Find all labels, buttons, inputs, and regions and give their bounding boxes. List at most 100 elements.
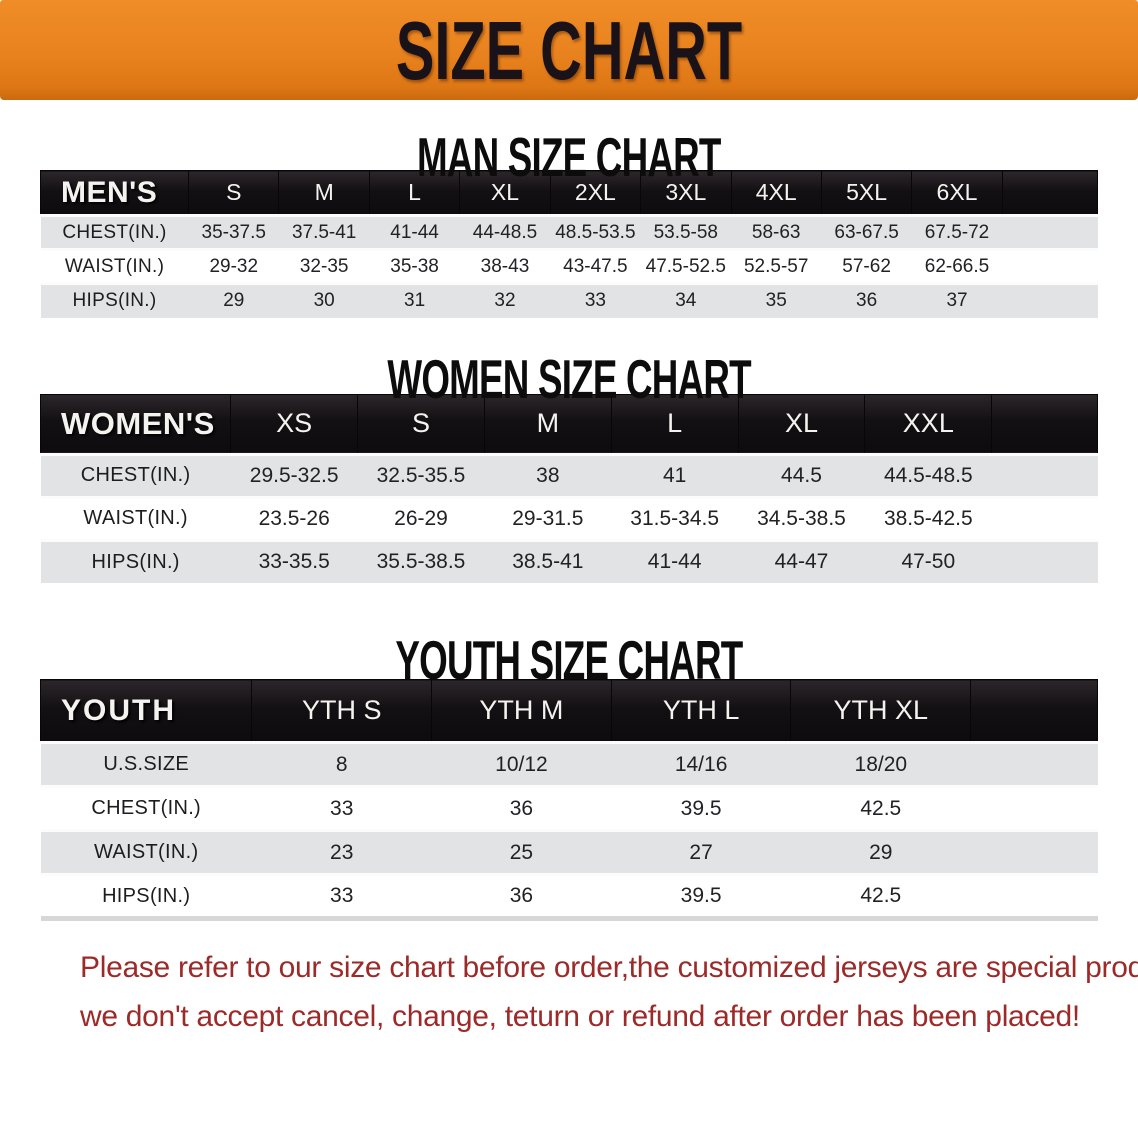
size-column-header: 6XL	[911, 170, 1003, 216]
men-size-table: MEN'S S M L XL 2XL 3XL 4XL 5XL 6XL CHEST(IN.) 35-37…	[39, 170, 1099, 318]
spacer-cell	[1002, 282, 1098, 318]
size-column-header: S	[357, 393, 485, 455]
men-chart-heading: MAN SIZE CHART	[417, 126, 721, 188]
size-value-cell: 35-38	[369, 248, 460, 284]
size-column-header: M	[278, 170, 370, 216]
size-column-header: XXL	[864, 393, 993, 455]
size-column-header: L	[610, 393, 739, 455]
table-row: WAIST(IN.) 23 25 27 29	[40, 829, 1098, 875]
size-value-cell: 38.5-41	[484, 538, 612, 583]
size-value-cell: 58-63	[731, 214, 822, 250]
size-value-cell: 44-47	[738, 538, 865, 583]
size-value-cell: 30	[278, 282, 370, 318]
disclaimer-line-2: we don't accept cancel, change, teturn o…	[80, 1000, 1080, 1033]
size-value-cell: 47.5-52.5	[640, 248, 731, 284]
women-section: WOMEN SIZE CHART WOMEN'S XS S M L XL XXL CHEST(…	[39, 318, 1098, 583]
size-value-cell: 32-35	[278, 248, 370, 284]
table-row: HIPS(IN.) 33 36 39.5 42.5	[40, 873, 1098, 919]
size-column-header: M	[483, 393, 612, 455]
size-chart-banner: SIZE CHART	[0, 0, 1138, 100]
size-value-cell: 41	[611, 452, 739, 497]
size-value-cell: 29	[790, 829, 971, 875]
row-label: WAIST(IN.)	[40, 248, 189, 284]
table-row: CHEST(IN.) 35-37.5 37.5-41 41-44 44-48.5 48.5…	[40, 214, 1098, 250]
size-value-cell: 14/16	[611, 741, 791, 787]
header-spacer-cell	[991, 393, 1098, 455]
header-spacer-cell	[970, 679, 1098, 743]
size-value-cell: 53.5-58	[640, 214, 731, 250]
size-value-cell: 39.5	[611, 785, 791, 831]
spacer-cell	[970, 829, 1098, 875]
size-value-cell: 67.5-72	[911, 214, 1003, 250]
row-label: CHEST(IN.)	[40, 214, 189, 250]
men-section: MAN SIZE CHART MEN'S S M L XL 2XL 3XL 4XL 5XL 6XL…	[39, 100, 1099, 318]
size-value-cell: 27	[611, 829, 791, 875]
size-column-header: S	[188, 170, 280, 216]
disclaimer-note: Please refer to our size chart before or…	[40, 921, 1138, 1041]
table-row: HIPS(IN.) 33-35.5 35.5-38.5 38.5-41 41-44 44-…	[40, 538, 1098, 583]
size-value-cell: 33	[550, 282, 641, 318]
size-value-cell: 8	[251, 741, 432, 787]
size-value-cell: 29-32	[188, 248, 279, 284]
size-value-cell: 38	[484, 452, 612, 497]
row-label: HIPS(IN.)	[40, 873, 252, 919]
size-value-cell: 35.5-38.5	[357, 538, 485, 583]
spacer-cell	[970, 785, 1098, 831]
size-value-cell: 38-43	[459, 248, 551, 284]
table-header-row: MEN'S S M L XL 2XL 3XL 4XL 5XL 6XL	[39, 170, 1099, 216]
table-row: U.S.SIZE 8 10/12 14/16 18/20	[40, 741, 1098, 787]
row-label: HIPS(IN.)	[40, 538, 231, 583]
size-value-cell: 41-44	[369, 214, 460, 250]
size-column-header: YTH L	[610, 679, 792, 743]
size-value-cell: 18/20	[790, 741, 971, 787]
spacer-cell	[991, 452, 1098, 497]
size-value-cell: 33	[251, 785, 432, 831]
women-chart-heading: WOMEN SIZE CHART	[387, 347, 751, 410]
size-column-header: L	[368, 170, 461, 216]
size-column-header: YTH S	[251, 679, 433, 743]
youth-section: YOUTH SIZE CHART YOUTH YTH S YTH M YTH L YTH…	[39, 583, 1098, 921]
disclaimer-line-1: Please refer to our size chart before or…	[80, 951, 1138, 984]
size-value-cell: 29.5-32.5	[230, 452, 358, 497]
row-label: WAIST(IN.)	[40, 829, 252, 875]
size-value-cell: 31.5-34.5	[611, 495, 739, 540]
size-column-header: YTH M	[431, 679, 612, 743]
row-label: U.S.SIZE	[40, 741, 252, 787]
youth-size-table: YOUTH YTH S YTH M YTH L YTH XL U.S.SIZE 8 10/12…	[39, 679, 1098, 921]
size-value-cell: 34.5-38.5	[738, 495, 865, 540]
size-value-cell: 36	[431, 873, 612, 919]
spacer-cell	[970, 741, 1098, 787]
size-column-header: 5XL	[820, 170, 913, 216]
size-value-cell: 43-47.5	[550, 248, 641, 284]
size-value-cell: 44-48.5	[459, 214, 551, 250]
row-label: WAIST(IN.)	[40, 495, 231, 540]
size-value-cell: 33-35.5	[230, 538, 358, 583]
size-value-cell: 26-29	[357, 495, 485, 540]
size-column-header: YTH XL	[790, 679, 972, 743]
size-value-cell: 23	[251, 829, 432, 875]
size-value-cell: 34	[640, 282, 731, 318]
size-column-header: XL	[459, 170, 551, 216]
table-header-row: WOMEN'S XS S M L XL XXL	[39, 393, 1098, 455]
spacer-cell	[991, 495, 1098, 540]
table-header-row: YOUTH YTH S YTH M YTH L YTH XL	[39, 679, 1098, 743]
size-column-header: 2XL	[549, 170, 642, 216]
women-size-table: WOMEN'S XS S M L XL XXL CHEST(IN.) 29.5-32.5 32.5…	[39, 393, 1098, 583]
size-value-cell: 32.5-35.5	[357, 452, 485, 497]
size-value-cell: 63-67.5	[821, 214, 912, 250]
size-value-cell: 10/12	[431, 741, 612, 787]
size-value-cell: 37	[911, 282, 1003, 318]
size-value-cell: 36	[821, 282, 912, 318]
size-value-cell: 33	[251, 873, 432, 919]
table-row: WAIST(IN.) 23.5-26 26-29 29-31.5 31.5-34.5 34…	[40, 495, 1098, 540]
row-label: CHEST(IN.)	[40, 785, 252, 831]
size-value-cell: 36	[431, 785, 612, 831]
table-row: CHEST(IN.) 33 36 39.5 42.5	[40, 785, 1098, 831]
size-value-cell: 37.5-41	[278, 214, 370, 250]
size-value-cell: 52.5-57	[731, 248, 822, 284]
row-label: HIPS(IN.)	[40, 282, 189, 318]
size-value-cell: 39.5	[611, 873, 791, 919]
size-value-cell: 44.5	[738, 452, 865, 497]
size-value-cell: 62-66.5	[911, 248, 1003, 284]
size-column-header: XL	[737, 393, 866, 455]
